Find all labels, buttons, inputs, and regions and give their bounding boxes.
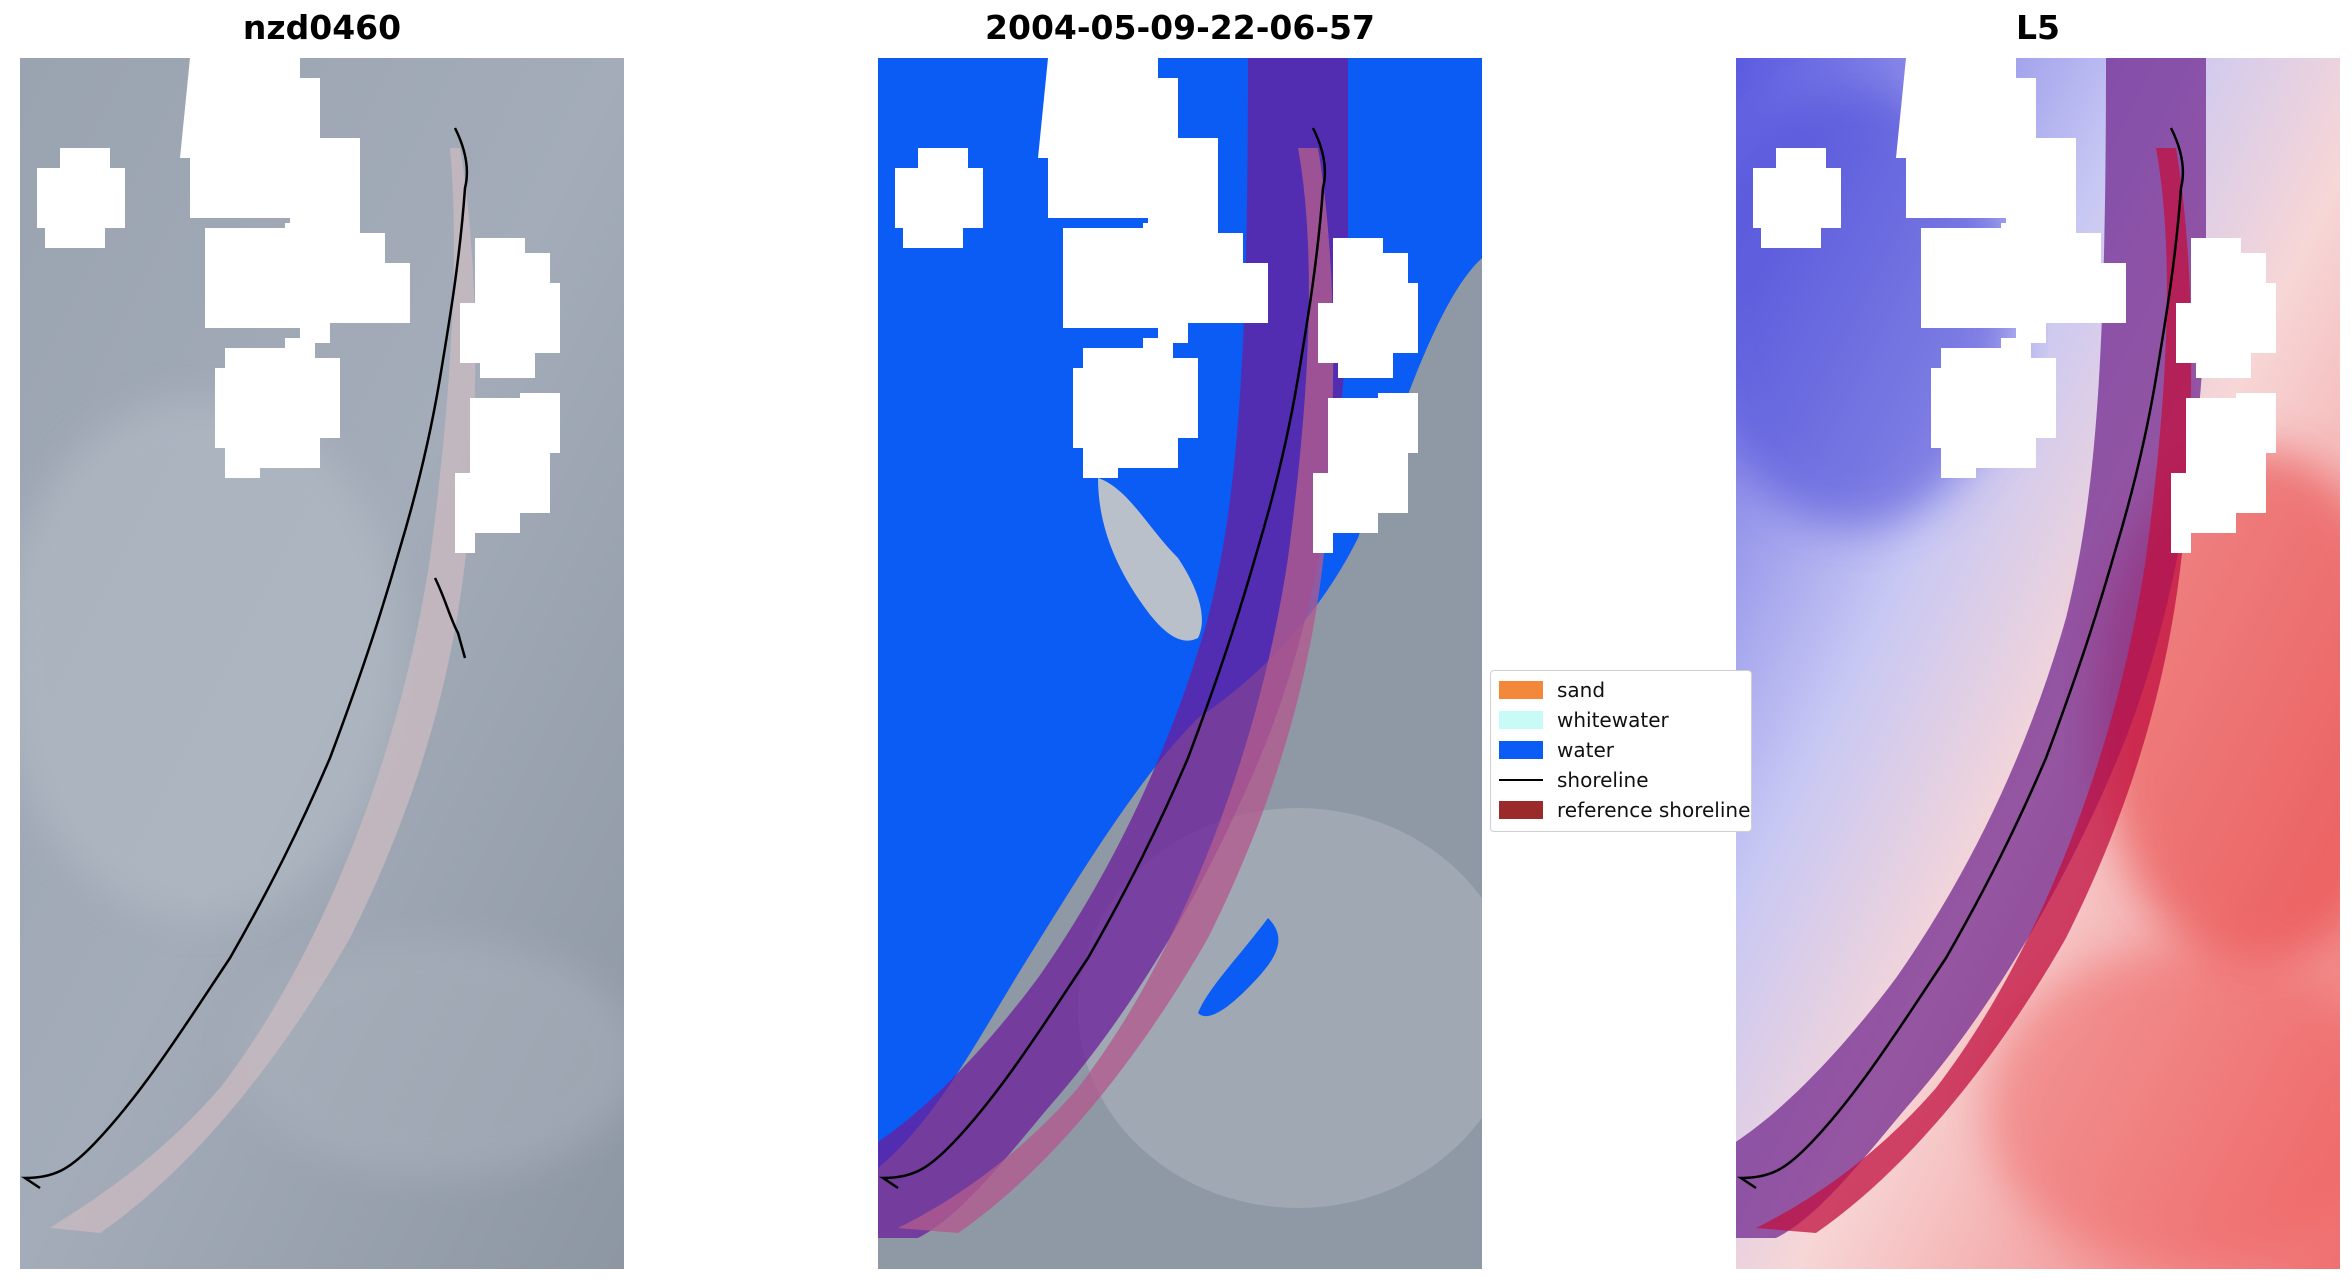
shoreline-line [20,127,469,1190]
legend-swatch-whitewater [1499,711,1543,729]
legend-item-sand: sand [1499,678,1606,702]
legend-item-whitewater: whitewater [1499,708,1669,732]
legend-label: water [1557,738,1614,762]
legend-label: shoreline [1557,768,1649,792]
satellite-image-panel [20,58,624,1269]
legend-label: whitewater [1557,708,1669,732]
legend-swatch-water [1499,741,1543,759]
legend-swatch-reference-shoreline [1499,801,1543,819]
panel-title-index: L5 [2016,8,2060,47]
legend-item-water: water [1499,738,1614,762]
legend-item-shoreline: shoreline [1499,768,1649,792]
panel-title-classification: 2004-05-09-22-06-57 [985,8,1375,47]
legend-swatch-shoreline [1499,771,1543,789]
legend-swatch-sand [1499,681,1543,699]
classification-image [878,58,1482,1269]
reference-shoreline-buffer [878,58,1348,1238]
legend-label: sand [1557,678,1606,702]
index-map-image [1736,58,2340,1269]
index-map-panel [1736,58,2340,1269]
classification-panel [878,58,1482,1269]
cloud-mask [37,58,560,553]
legend: sand whitewater water shoreline referenc… [1490,670,1752,832]
legend-label: reference shoreline [1557,798,1751,822]
satellite-image [20,58,624,1269]
panel-title-image: nzd0460 [242,8,402,47]
legend-item-reference-shoreline: reference shoreline [1499,798,1751,822]
